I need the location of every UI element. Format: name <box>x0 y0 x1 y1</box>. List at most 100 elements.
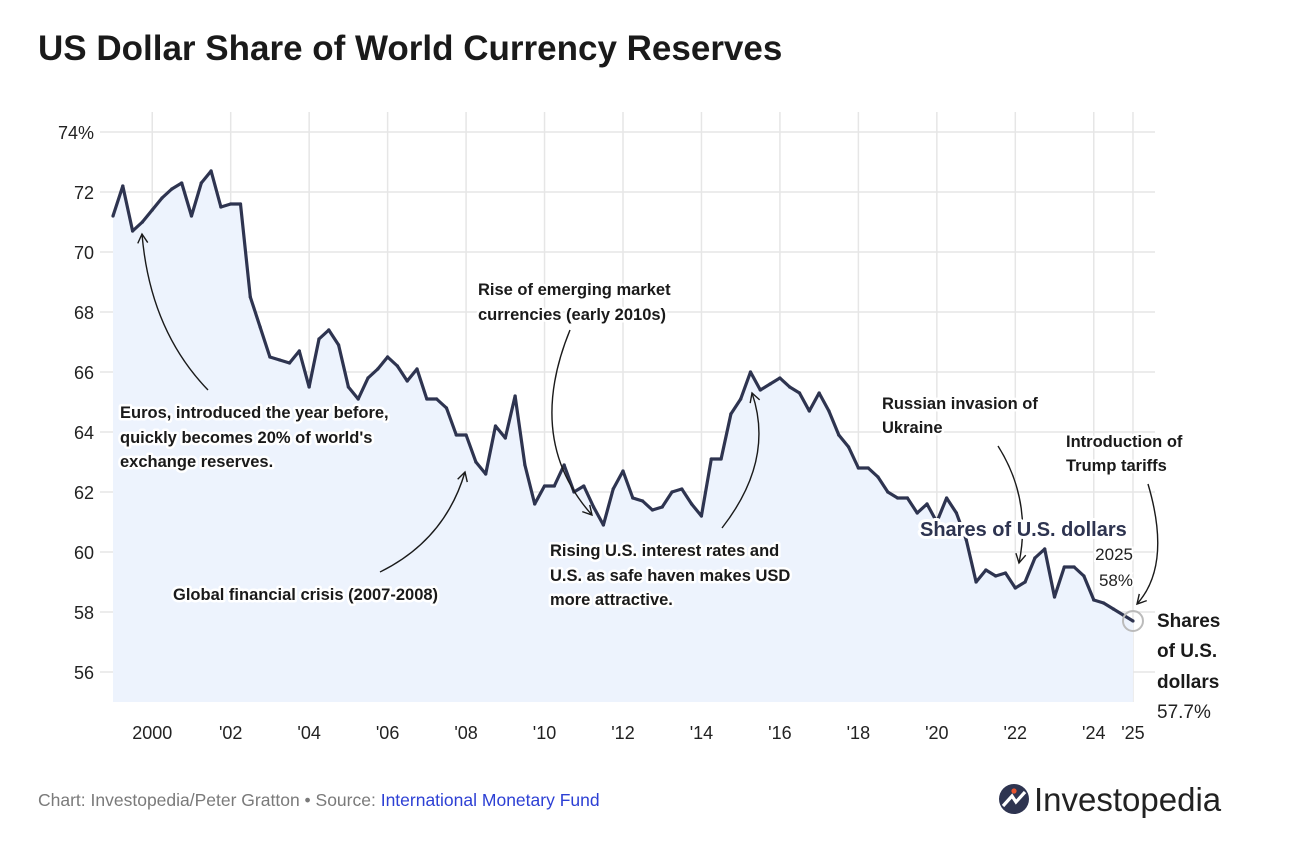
x-tick-label: '18 <box>847 723 870 743</box>
data-point <box>356 397 360 401</box>
annotation-line: Trump tariffs <box>1066 457 1167 475</box>
data-point <box>562 463 566 467</box>
data-point <box>493 424 498 428</box>
data-point <box>709 457 713 461</box>
data-point <box>150 208 154 212</box>
data-point <box>807 409 811 413</box>
data-point <box>1052 595 1057 599</box>
data-point <box>170 187 174 191</box>
annotation-line: currencies (early 2010s) <box>478 306 666 324</box>
data-point <box>729 412 733 416</box>
source-link[interactable]: International Monetary Fund <box>381 790 600 810</box>
data-point <box>238 202 243 206</box>
logo-zigzag-icon <box>1001 790 1027 808</box>
data-point <box>650 508 655 512</box>
data-point <box>1023 580 1027 584</box>
annotation-line: U.S. as safe haven makes USD <box>550 567 790 585</box>
data-point <box>131 229 135 233</box>
rates-arrow <box>721 391 761 529</box>
data-point <box>415 367 419 371</box>
data-point <box>690 502 694 506</box>
data-point <box>278 358 282 362</box>
data-point <box>327 328 331 332</box>
annotation-line: quickly becomes 20% of world's <box>120 429 372 447</box>
end-label-line: of U.S. <box>1157 641 1217 662</box>
logo-text: Investopedia <box>1034 781 1222 818</box>
data-point <box>464 433 468 437</box>
data-point <box>1131 619 1135 623</box>
y-tick-label: 68 <box>74 303 94 323</box>
data-point <box>386 355 390 359</box>
y-tick-label: 66 <box>74 363 94 383</box>
data-point <box>827 409 831 413</box>
tariffs-arrow <box>1136 483 1159 606</box>
annotation-euro: Euros, introduced the year before, quick… <box>118 402 392 474</box>
x-tick-label: '25 <box>1121 723 1144 743</box>
x-tick-label: '12 <box>611 723 634 743</box>
y-tick-label: 60 <box>74 543 94 563</box>
data-point <box>513 394 517 398</box>
data-point <box>121 184 125 188</box>
data-point <box>641 499 645 503</box>
data-point <box>395 364 400 368</box>
data-point <box>631 496 635 500</box>
data-point <box>582 484 586 488</box>
annotation-line: Rise of emerging market <box>478 281 671 299</box>
x-tick-label: 2000 <box>132 723 172 743</box>
annotation-line: more attractive. <box>550 591 673 609</box>
annotation-line: Global financial crisis (2007-2008) <box>173 586 438 604</box>
data-point <box>180 181 184 185</box>
data-point <box>954 511 959 515</box>
data-point <box>768 382 772 386</box>
x-tick-label: '04 <box>297 723 320 743</box>
x-tick-label: '22 <box>1004 723 1027 743</box>
end-point-marker[interactable] <box>1121 610 1144 632</box>
data-point <box>219 205 223 209</box>
data-point <box>444 406 449 410</box>
russia-arrow <box>997 445 1027 565</box>
annotation-tariffs: Introduction of Trump tariffs <box>1064 431 1186 478</box>
data-point <box>817 391 821 395</box>
data-point <box>1082 574 1086 578</box>
data-point <box>896 496 900 500</box>
data-point <box>346 385 350 389</box>
data-point <box>140 220 145 224</box>
data-points <box>111 169 1135 623</box>
data-point <box>248 295 252 299</box>
data-point <box>945 496 949 500</box>
investopedia-logo[interactable]: Investopedia <box>999 781 1222 818</box>
data-point <box>1111 607 1115 611</box>
y-axis: 74% 72 70 68 66 64 62 60 58 56 <box>58 123 94 683</box>
data-point <box>1043 547 1047 551</box>
data-point <box>1092 598 1096 602</box>
data-point <box>209 169 213 173</box>
data-point <box>788 385 792 389</box>
data-point <box>1003 571 1008 575</box>
y-tick-label: 64 <box>74 423 94 443</box>
data-point <box>435 397 439 401</box>
footer-credit: Chart: Investopedia/Peter Gratton • Sour… <box>38 790 600 810</box>
data-point <box>905 496 910 500</box>
end-label-line: dollars <box>1157 672 1219 693</box>
x-tick-label: '02 <box>219 723 242 743</box>
data-point <box>876 475 880 479</box>
data-point <box>317 337 321 341</box>
data-point <box>1072 565 1076 569</box>
y-tick-label: 72 <box>74 183 94 203</box>
data-point <box>670 490 674 494</box>
x-tick-label: '10 <box>533 723 556 743</box>
data-point <box>533 502 537 506</box>
data-point <box>1013 586 1017 590</box>
data-point <box>484 472 488 476</box>
series-label: Shares of U.S. dollars <box>920 519 1127 541</box>
data-point <box>542 484 547 488</box>
data-point <box>111 214 115 218</box>
data-point <box>846 445 851 449</box>
data-point <box>778 376 782 380</box>
chart-title: US Dollar Share of World Currency Reserv… <box>38 29 782 68</box>
data-point <box>886 490 890 494</box>
data-point <box>474 460 478 464</box>
data-point <box>856 466 860 470</box>
annotation-line: Rising U.S. interest rates and <box>550 542 779 560</box>
